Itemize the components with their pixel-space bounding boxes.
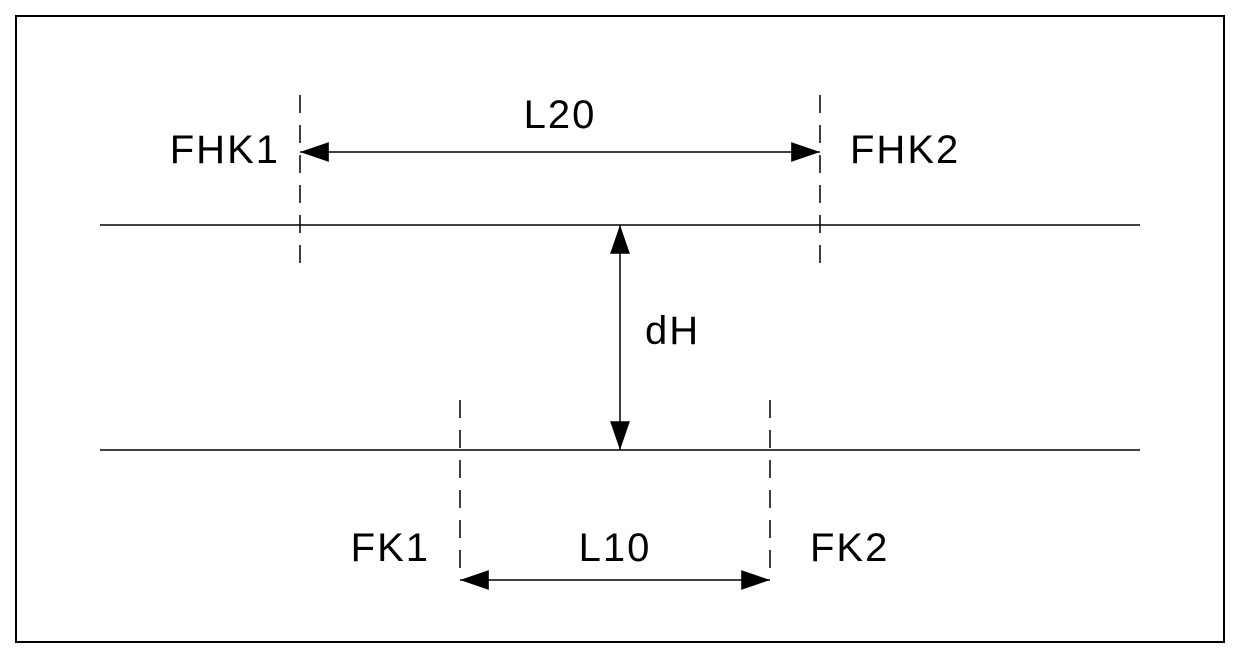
label-l20: L20 — [524, 93, 597, 138]
label-dh: dH — [645, 309, 700, 354]
label-fk2: FK2 — [810, 526, 889, 571]
label-l10: L10 — [579, 526, 652, 571]
label-fhk2: FHK2 — [850, 128, 960, 173]
label-fhk1: FHK1 — [170, 128, 280, 173]
label-fk1: FK1 — [351, 526, 430, 571]
